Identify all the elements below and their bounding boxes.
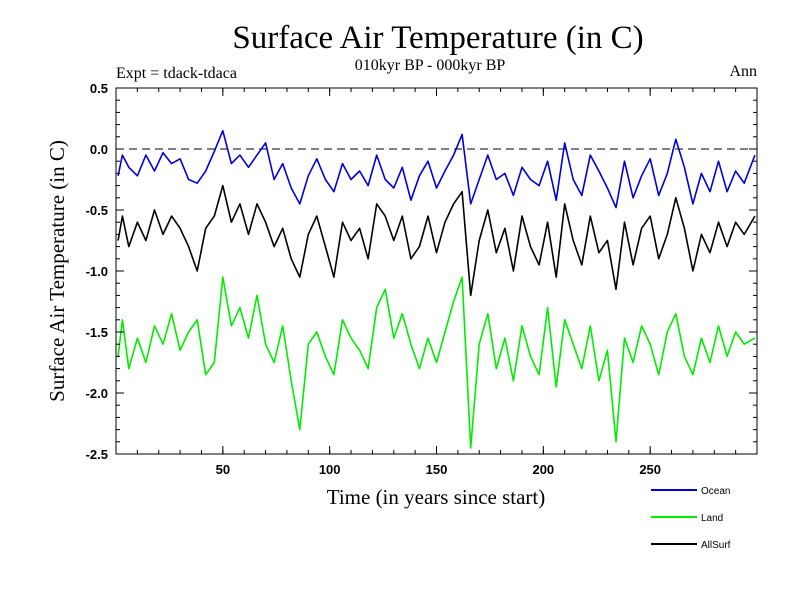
plot-area <box>115 87 758 455</box>
chart-title: Surface Air Temperature (in C) <box>232 20 643 56</box>
series-line-ocean <box>117 129 756 209</box>
y-tick-label: -1.0 <box>86 264 108 279</box>
legend-label-ocean: Ocean <box>701 486 730 497</box>
legend: Ocean Land AllSurf <box>651 486 731 551</box>
experiment-label: Expt = tdack-tdaca <box>116 65 237 82</box>
x-tick-label: 50 <box>216 462 230 477</box>
series-layer <box>117 129 756 449</box>
x-tick-label: 100 <box>319 462 341 477</box>
y-tick-label: -1.5 <box>86 325 108 340</box>
legend-label-land: Land <box>701 513 723 524</box>
y-tick-label: 0.0 <box>90 142 108 157</box>
series-line-land <box>117 276 756 449</box>
legend-label-allsurf: AllSurf <box>701 540 731 551</box>
x-axis-label: Time (in years since start) <box>327 485 546 509</box>
series-line-allsurf <box>117 184 756 297</box>
axis-ticks: -2.5 -2.0 -1.5 -1.0 -0.5 0.0 0.5 50 100 150 200 250 <box>86 81 757 477</box>
season-label: Ann <box>729 63 757 80</box>
y-tick-label: -2.0 <box>86 386 108 401</box>
chart-subtitle: 010kyr BP - 000kyr BP <box>355 57 506 74</box>
y-tick-label: -0.5 <box>86 203 108 218</box>
y-tick-label: -2.5 <box>86 447 108 462</box>
y-axis-label: Surface Air Temperature (in C) <box>45 140 69 402</box>
x-tick-label: 200 <box>532 462 554 477</box>
x-tick-label: 150 <box>426 462 448 477</box>
x-tick-label: 250 <box>639 462 661 477</box>
plot-frame <box>115 87 758 455</box>
y-tick-label: 0.5 <box>90 81 108 96</box>
